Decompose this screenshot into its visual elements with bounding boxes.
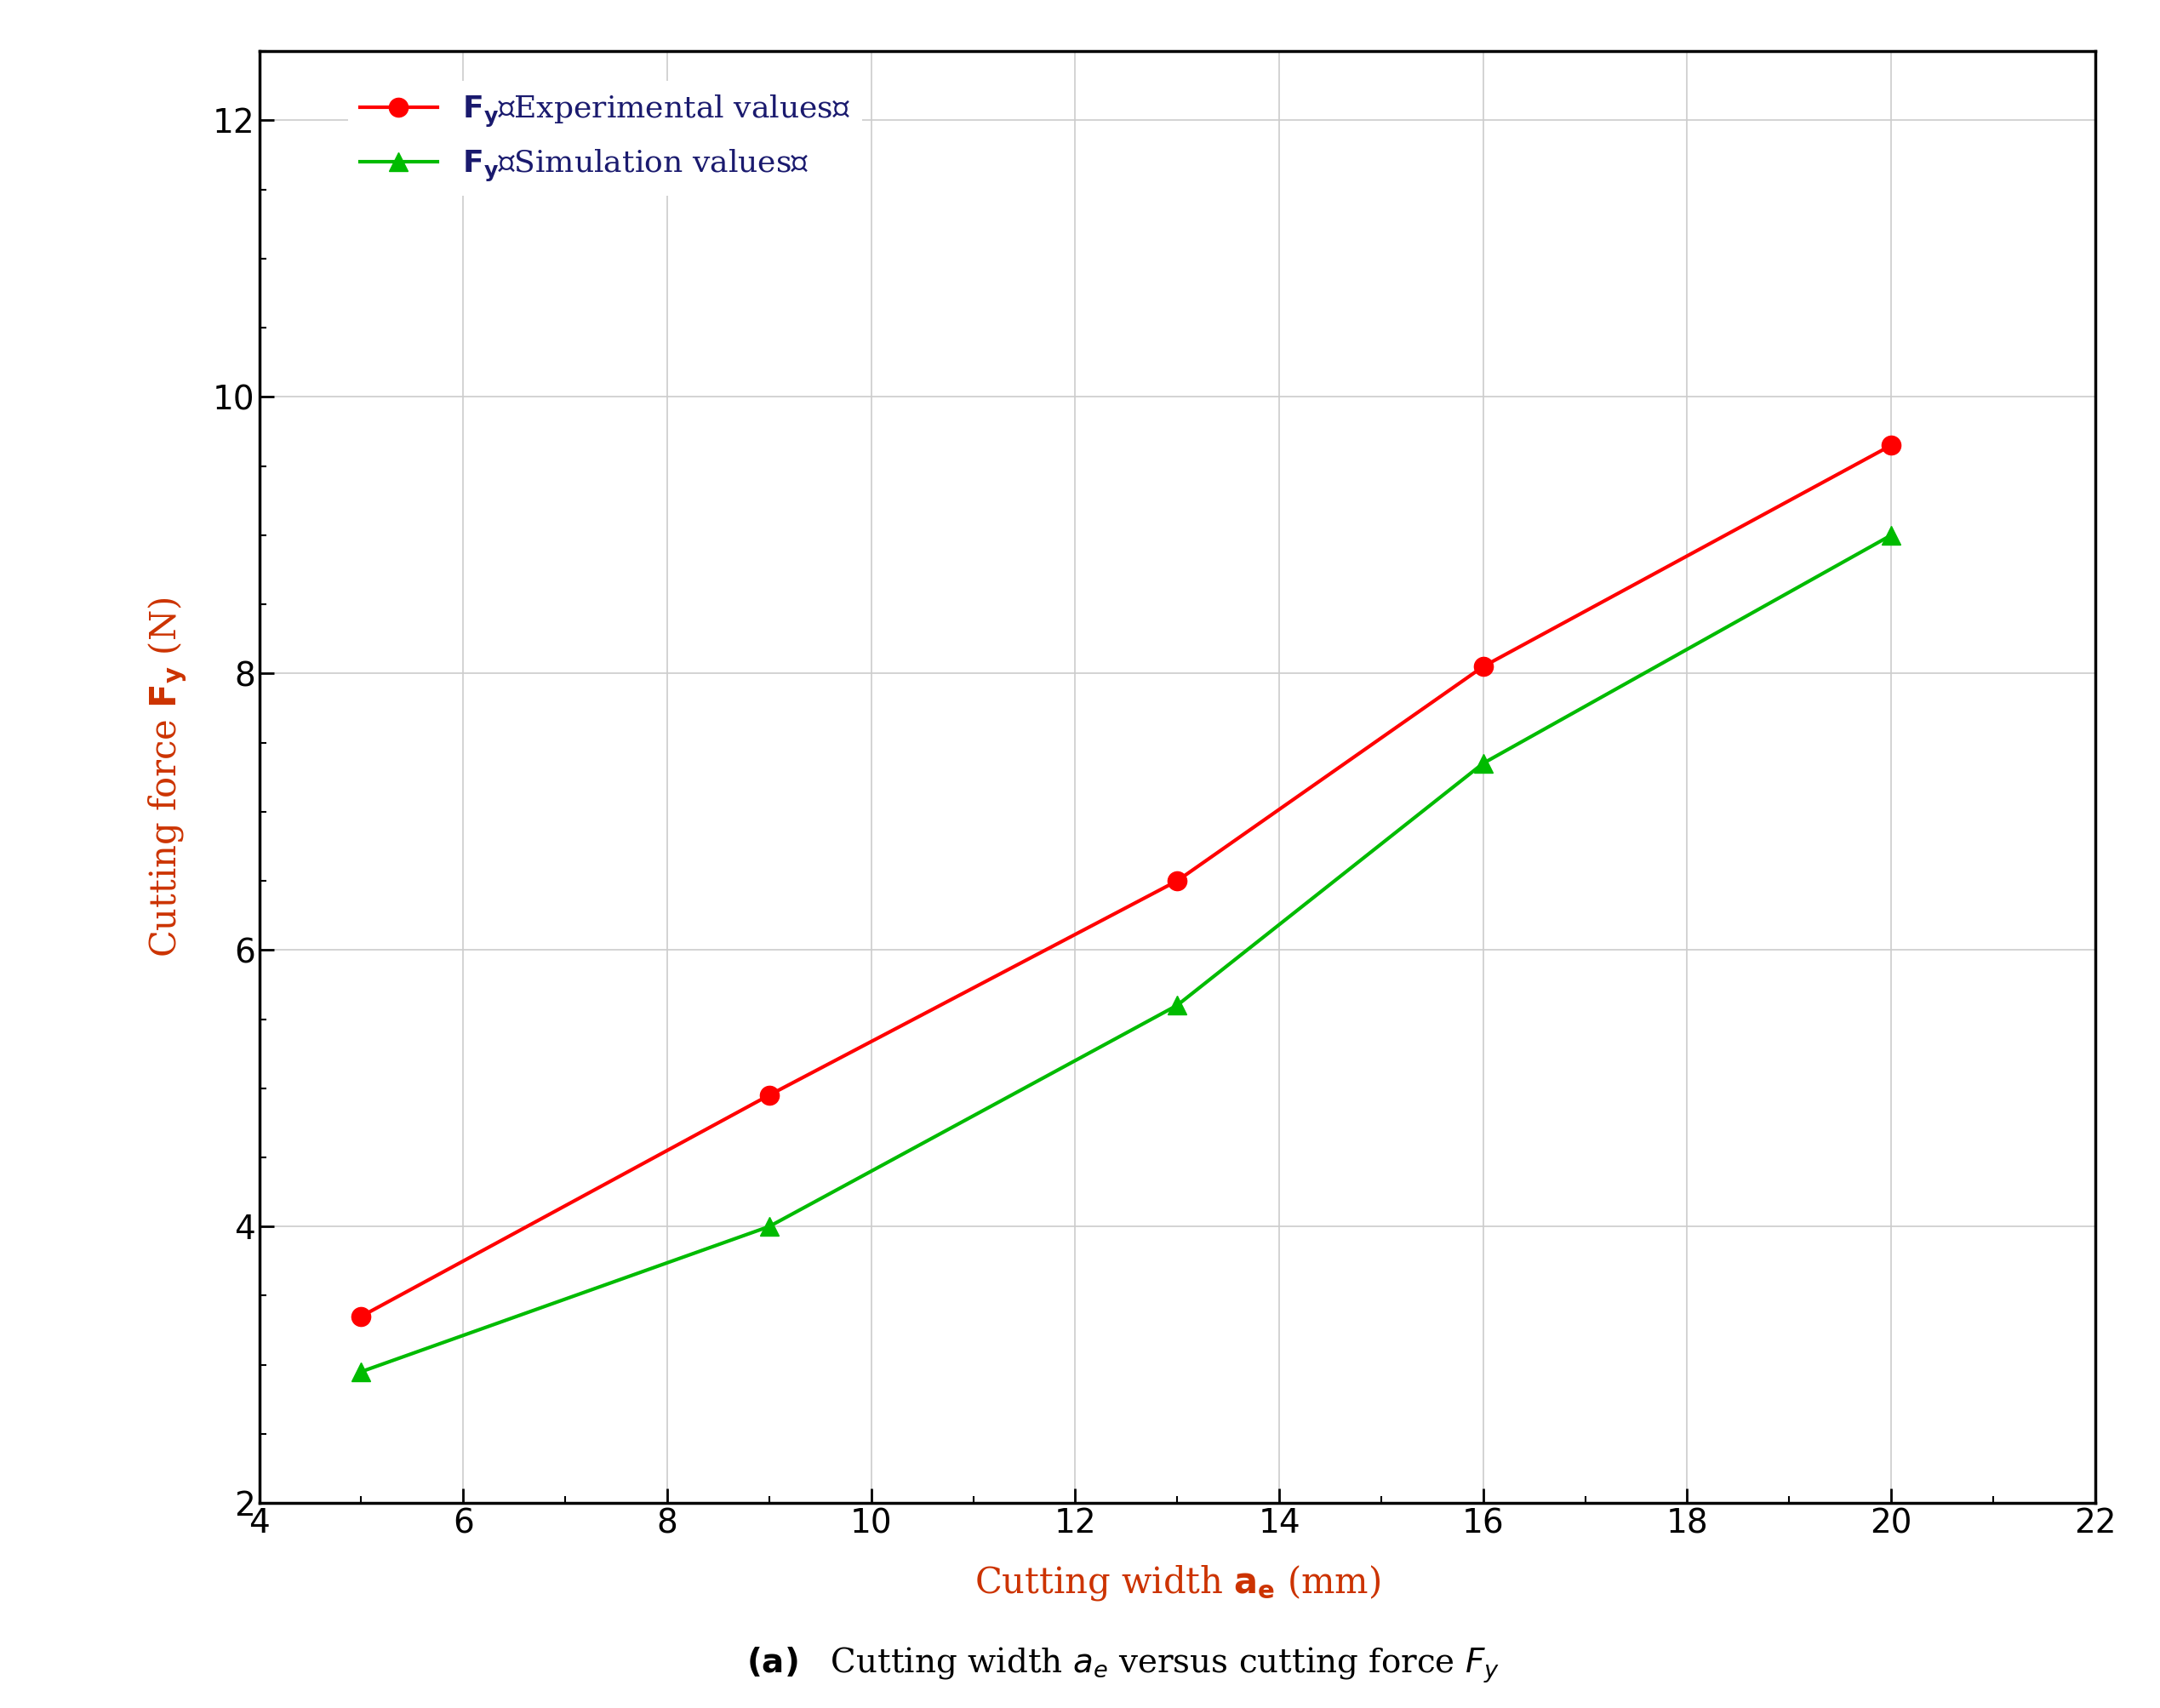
Y-axis label: Cutting force $\mathbf{F_y}$ (N): Cutting force $\mathbf{F_y}$ (N) <box>147 596 190 958</box>
Legend: $\mathbf{F_y}$（Experimental values）, $\mathbf{F_y}$（Simulation values）: $\mathbf{F_y}$（Experimental values）, $\m… <box>348 80 862 196</box>
Text: $\mathbf{(a)}$   Cutting width $a_e$ versus cutting force $F_y$: $\mathbf{(a)}$ Cutting width $a_e$ versu… <box>747 1645 1499 1686</box>
X-axis label: Cutting width $\mathbf{a_e}$ (mm): Cutting width $\mathbf{a_e}$ (mm) <box>974 1563 1380 1602</box>
